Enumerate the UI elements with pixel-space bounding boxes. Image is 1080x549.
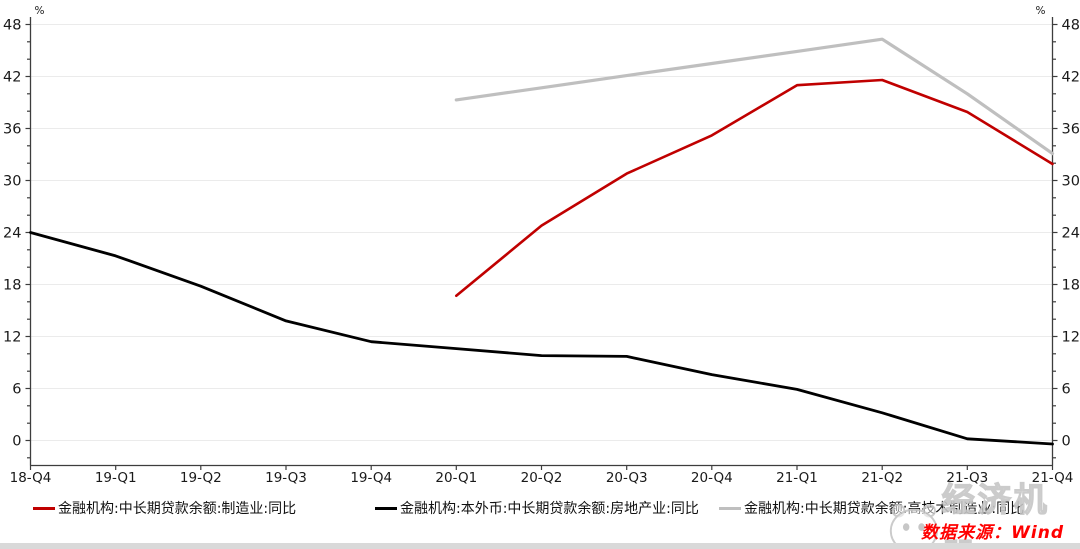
bottom-divider bbox=[0, 543, 1080, 549]
legend-swatch-black-line bbox=[375, 506, 397, 510]
svg-text:18: 18 bbox=[3, 278, 21, 294]
svg-text:36: 36 bbox=[1062, 122, 1080, 138]
svg-text:48: 48 bbox=[3, 18, 21, 34]
y-axis-labels: 0 0 6 6 12 12 18 18 24 24 30 30 36 36 42 42 48 48%% bbox=[3, 5, 1080, 450]
svg-text:20-Q1: 20-Q1 bbox=[435, 470, 477, 486]
legend-swatch-gray-line bbox=[719, 506, 741, 510]
svg-text:30: 30 bbox=[1062, 174, 1080, 190]
svg-text:19-Q1: 19-Q1 bbox=[95, 470, 137, 486]
svg-text:18: 18 bbox=[1062, 278, 1080, 294]
svg-text:36: 36 bbox=[3, 122, 21, 138]
axis-ticks bbox=[25, 23, 1058, 470]
svg-text:20-Q2: 20-Q2 bbox=[521, 470, 563, 486]
x-axis-labels: 18-Q4 19-Q1 19-Q2 19-Q3 19-Q4 20-Q1 20-Q2 20-Q3… bbox=[10, 470, 1074, 486]
legend-label: 金融机构:中长期贷款余额:制造业:同比 bbox=[58, 501, 297, 517]
svg-text:0: 0 bbox=[12, 434, 21, 450]
svg-text:30: 30 bbox=[3, 174, 21, 190]
svg-text:12: 12 bbox=[1062, 330, 1080, 346]
svg-text:21-Q1: 21-Q1 bbox=[776, 470, 818, 486]
svg-text:48: 48 bbox=[1062, 18, 1080, 34]
legend-label: 金融机构:本外币:中长期贷款余额:房地产业:同比 bbox=[400, 501, 699, 517]
legend-label: 金融机构:中长期贷款余额:高技术制造业:同比 bbox=[744, 501, 1025, 517]
legend-item-real-estate: 金融机构:本外币:中长期贷款余额:房地产业:同比 bbox=[375, 498, 699, 518]
chart-legend: 金融机构:中长期贷款余额:制造业:同比 金融机构:本外币:中长期贷款余额:房地产… bbox=[0, 498, 1080, 520]
svg-text:42: 42 bbox=[1062, 70, 1080, 86]
series-line-0 bbox=[454, 78, 1054, 298]
svg-text:6: 6 bbox=[12, 382, 21, 398]
legend-item-manufacturing: 金融机构:中长期贷款余额:制造业:同比 bbox=[33, 498, 296, 518]
svg-text:24: 24 bbox=[1062, 226, 1080, 242]
svg-text:21-Q3: 21-Q3 bbox=[946, 470, 988, 486]
svg-text:%: % bbox=[35, 5, 45, 17]
svg-text:12: 12 bbox=[3, 330, 21, 346]
svg-text:42: 42 bbox=[3, 70, 21, 86]
svg-text:%: % bbox=[1036, 5, 1046, 17]
svg-text:0: 0 bbox=[1062, 434, 1071, 450]
svg-text:21-Q4: 21-Q4 bbox=[1032, 470, 1074, 486]
svg-text:24: 24 bbox=[3, 226, 21, 242]
svg-text:21-Q2: 21-Q2 bbox=[861, 470, 903, 486]
svg-text:20-Q4: 20-Q4 bbox=[691, 470, 733, 486]
series-line-2 bbox=[454, 37, 1055, 156]
y-gridlines bbox=[30, 24, 1053, 441]
svg-text:19-Q4: 19-Q4 bbox=[350, 470, 392, 486]
legend-item-hightech-manufacturing: 金融机构:中长期贷款余额:高技术制造业:同比 bbox=[719, 498, 1024, 518]
svg-text:6: 6 bbox=[1062, 382, 1071, 398]
svg-text:19-Q2: 19-Q2 bbox=[180, 470, 222, 486]
data-source-note: 数据来源：Wind bbox=[921, 523, 1064, 543]
axes bbox=[29, 17, 1054, 467]
legend-swatch-red-line bbox=[33, 506, 55, 510]
series-line-1 bbox=[29, 231, 1054, 446]
svg-text:20-Q3: 20-Q3 bbox=[606, 470, 648, 486]
svg-text:19-Q3: 19-Q3 bbox=[265, 470, 307, 486]
svg-text:18-Q4: 18-Q4 bbox=[10, 470, 52, 486]
